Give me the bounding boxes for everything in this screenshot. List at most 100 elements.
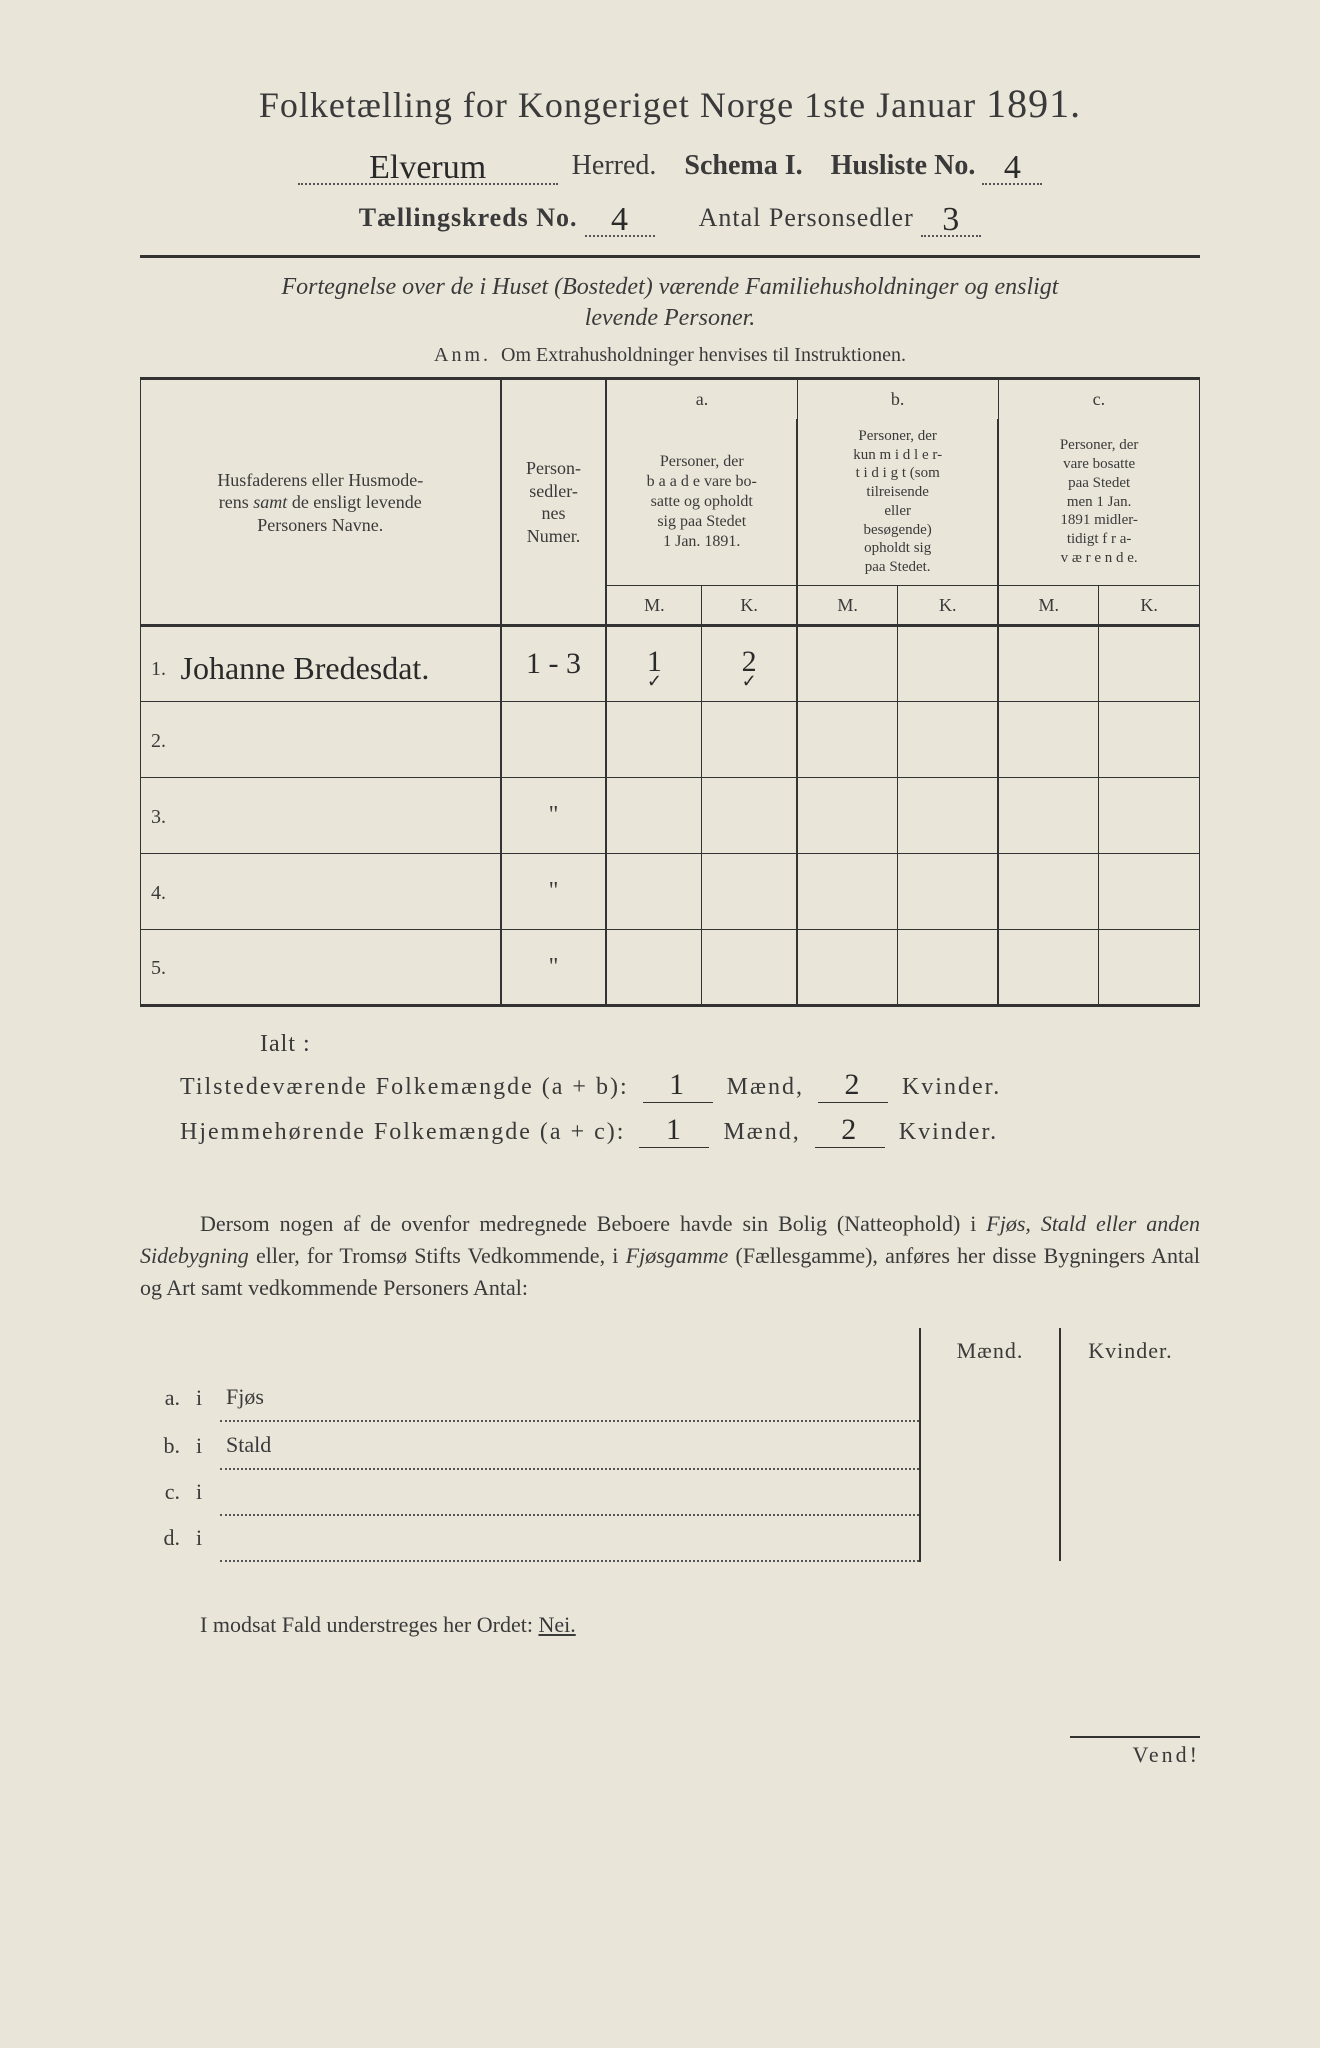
bottom-text [220,1469,920,1515]
cell-c-k [1099,626,1200,702]
cell-b-k [898,702,999,778]
cell-c-m [998,702,1099,778]
col-header-numer: Person-sedler-nesNumer. [501,379,607,626]
totals2-k: 2 [815,1113,885,1148]
cell-a-m [606,778,701,854]
husliste-field: 4 [982,145,1042,185]
totals1-m: 1 [643,1068,713,1103]
bottom-lab: d. [140,1515,190,1561]
cell-b-m [797,778,898,854]
nei-line: I modsat Fald understreges her Ordet: Ne… [140,1612,1200,1638]
bottom-row: b. i Stald [140,1421,1200,1469]
personsedler-label: Antal Personsedler [699,203,914,232]
bottom-m [920,1469,1060,1515]
bottom-text [220,1515,920,1561]
cell-b-m [797,930,898,1006]
col-b-text: Personer, derkun m i d l e r-t i d i g t… [797,419,998,586]
personsedler-field: 3 [921,197,981,237]
bottom-list-table: Mænd. Kvinder. a. i Fjøs b. i Stald c. i… [140,1328,1200,1562]
kvinder-header: Kvinder. [1060,1328,1200,1374]
totals-line-1: Tilstedeværende Folkemængde (a + b): 1 M… [180,1068,1200,1103]
subtitle: Fortegnelse over de i Huset (Bostedet) v… [140,272,1200,334]
kvinder-label: Kvinder. [902,1074,1001,1100]
cell-numer [501,702,607,778]
cell-c-k [1099,930,1200,1006]
cell-b-m [797,626,898,702]
bottom-i: i [190,1374,220,1421]
table-body: 1. Johanne Bredesdat. 1 - 3 1 ✓ 2 ✓ 2. [141,626,1200,1006]
husliste-value: 4 [1004,149,1021,187]
footer: Vend! [140,1648,1200,1728]
cell-b-k [898,854,999,930]
col-a-text: Personer, derb a a d e vare bo-satte og … [606,419,797,586]
cell-name: 1. Johanne Bredesdat. [141,626,501,702]
bottom-lab: a. [140,1374,190,1421]
col-b-m: M. [797,585,898,626]
instruction-paragraph: Dersom nogen af de ovenfor medregnede Be… [140,1208,1200,1304]
bottom-text: Stald [220,1421,920,1469]
census-form-page: Folketælling for Kongeriget Norge 1ste J… [140,80,1200,1728]
anm-label: Anm. [434,344,491,366]
cell-b-k [898,778,999,854]
cell-a-k [702,854,797,930]
cell-numer: " [501,854,607,930]
divider-top [140,255,1200,258]
col-b-label: b. [797,379,998,419]
bottom-m [920,1515,1060,1561]
col-c-label: c. [998,379,1199,419]
anm-note: Anm. Om Extrahusholdninger henvises til … [140,344,1200,367]
cell-b-k [898,626,999,702]
title-year: 1891. [986,81,1081,126]
cell-a-k [702,702,797,778]
title-prefix: Folketælling for Kongeriget Norge 1ste J… [259,85,976,125]
bottom-k [1060,1469,1200,1515]
bottom-i: i [190,1469,220,1515]
maend-label: Mænd, [723,1119,800,1145]
totals2-label: Hjemmehørende Folkemængde (a + c): [180,1119,625,1145]
bottom-row: a. i Fjøs [140,1374,1200,1421]
bottom-k [1060,1421,1200,1469]
cell-a-m [606,930,701,1006]
table-row: 4. " [141,854,1200,930]
bottom-header-row: Mænd. Kvinder. [140,1328,1200,1374]
col-c-text: Personer, dervare bosattepaa Stedetmen 1… [998,419,1199,586]
cell-b-k [898,930,999,1006]
cell-a-k [702,778,797,854]
census-table: Husfaderens eller Husmode-rens samt de e… [140,377,1200,1007]
cell-numer: " [501,778,607,854]
table-row: 5. " [141,930,1200,1006]
cell-b-m [797,854,898,930]
ialt-label: Ialt : [260,1031,1200,1058]
totals2-m: 1 [639,1113,709,1148]
cell-name: 2. [141,702,501,778]
cell-c-k [1099,702,1200,778]
cell-c-m [998,930,1099,1006]
kreds-value: 4 [611,201,629,239]
kreds-label: Tællingskreds No. [359,203,578,232]
bottom-text: Fjøs [220,1374,920,1421]
cell-name: 4. [141,854,501,930]
bottom-i: i [190,1421,220,1469]
bottom-row: d. i [140,1515,1200,1561]
col-a-label: a. [606,379,797,419]
cell-a-k: 2 ✓ [702,626,797,702]
bottom-lab: b. [140,1421,190,1469]
husliste-label: Husliste No. [831,150,976,181]
anm-text: Om Extrahusholdninger henvises til Instr… [501,344,906,366]
row-num: 1. [151,658,175,681]
cell-a-m [606,854,701,930]
page-title: Folketælling for Kongeriget Norge 1ste J… [140,80,1200,127]
maend-label: Mænd, [727,1074,804,1100]
cell-a-k [702,930,797,1006]
col-a-k: K. [702,585,797,626]
bottom-i: i [190,1515,220,1561]
kreds-field: 4 [585,197,655,237]
col-c-k: K. [1099,585,1200,626]
bottom-m [920,1421,1060,1469]
table-row: 2. [141,702,1200,778]
subtitle-line1: Fortegnelse over de i Huset (Bostedet) v… [282,274,1059,300]
herred-field: Elverum [298,145,558,185]
bottom-lab: c. [140,1469,190,1515]
herred-value: Elverum [369,149,486,187]
name-value: Johanne Bredesdat. [181,650,430,687]
